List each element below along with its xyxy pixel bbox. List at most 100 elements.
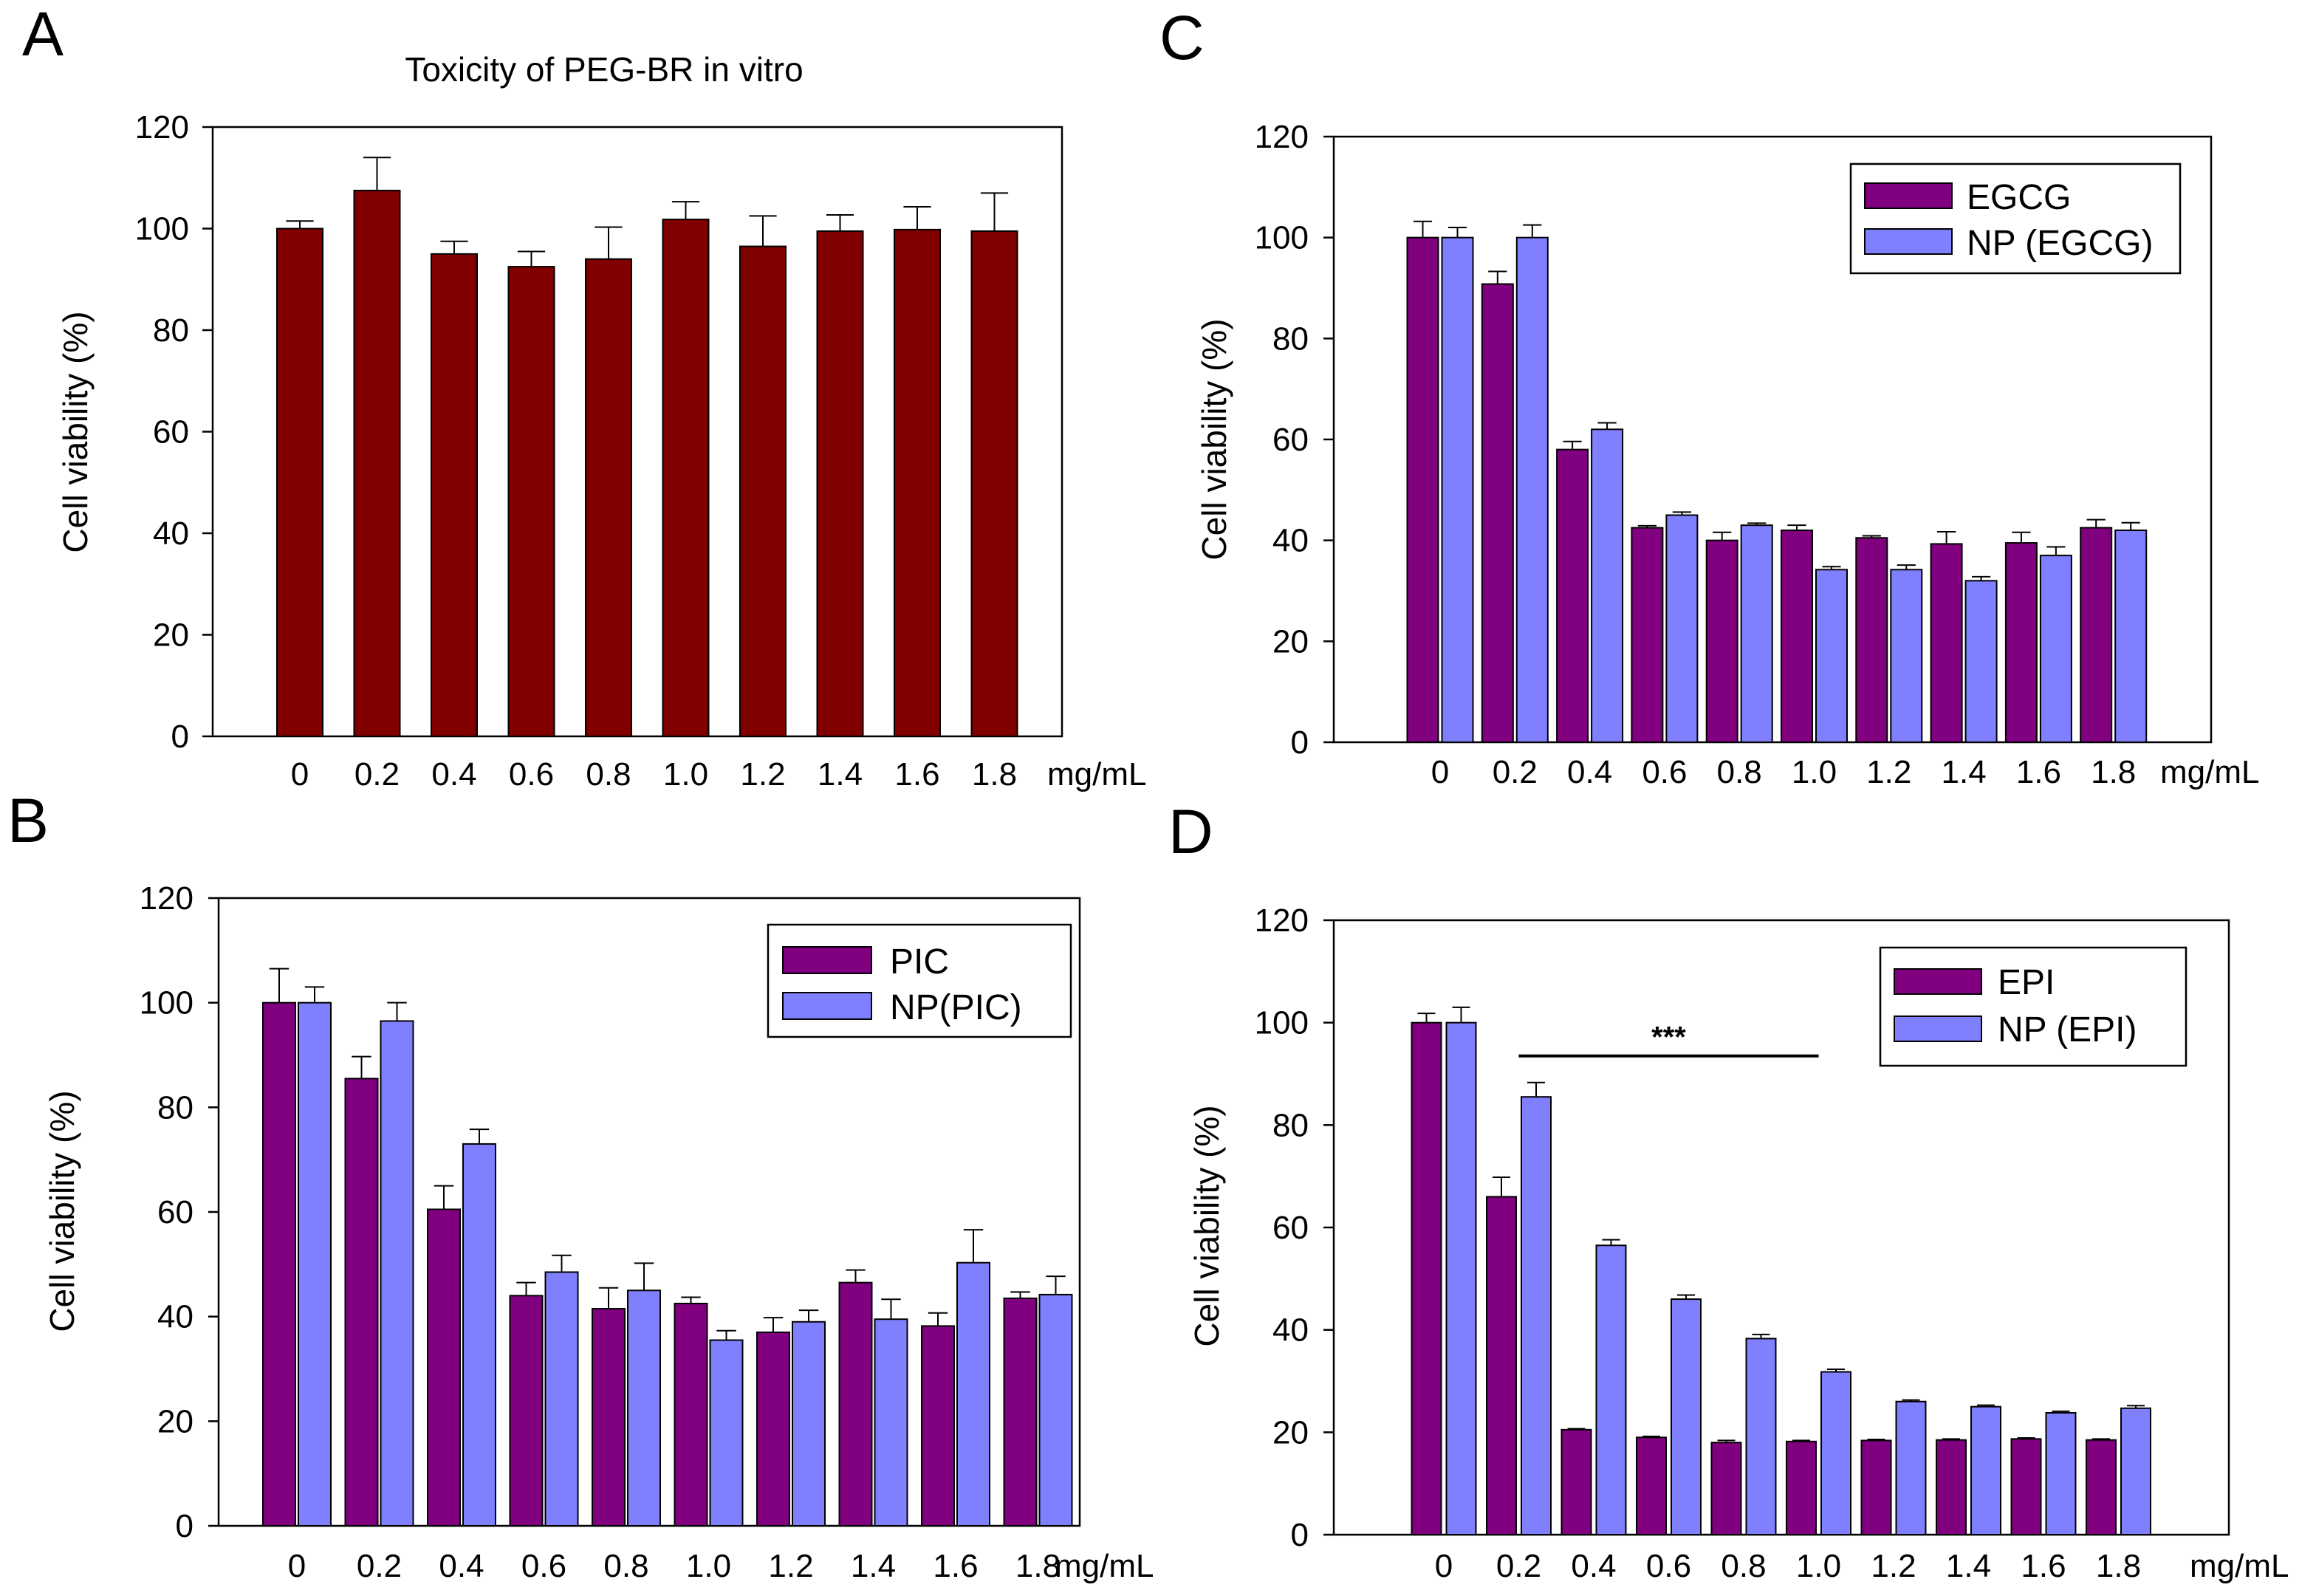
panel-a-bar: [970, 230, 1018, 737]
panel-c-bar: [1665, 514, 1699, 743]
panel-b-error-bar: [516, 1281, 536, 1296]
panel-c-y-tick-label: 20: [1272, 623, 1309, 660]
panel-c-x-tick-label: 0.2: [1493, 754, 1538, 790]
panel-d-legend-label-np-epi: NP (EPI): [1998, 1010, 2137, 1049]
panel-b-bar: [1003, 1297, 1038, 1527]
panel-d-error-bar: [1493, 1177, 1510, 1197]
panel-c-bar: [2039, 555, 2072, 744]
panel-a-error-bar: [517, 250, 546, 267]
panel-b-error-bar: [552, 1254, 572, 1273]
panel-b-bar: [462, 1143, 496, 1527]
panel-c-bar: [1481, 283, 1514, 743]
panel-a-error-bar: [826, 213, 854, 231]
panel-c-bar: [1855, 537, 1888, 743]
panel-b-y-tick-label: 0: [176, 1508, 193, 1544]
panel-d-bar: [2010, 1438, 2042, 1536]
panel-c-error-bar: [2046, 546, 2066, 556]
panel-b-error-bar: [598, 1287, 619, 1309]
panel-c-error-bar: [1523, 224, 1542, 238]
panel-c-y-tick-label: 60: [1272, 422, 1309, 458]
panel-d-error-bar: [1977, 1404, 1995, 1407]
panel-b-bar: [956, 1261, 990, 1527]
panel-a-y-tick-label: 120: [135, 109, 189, 145]
panel-d-legend-label-epi: EPI: [1998, 963, 2055, 1002]
panel-b-bar: [592, 1308, 626, 1527]
panel-d-y-axis-title: Cell viability (%): [1188, 1105, 1226, 1346]
panel-d-legend-box: [1879, 946, 2187, 1067]
panel-c-legend: EGCG NP (EGCG): [1849, 162, 2182, 275]
panel-a-x-tick-label: 0.2: [354, 756, 400, 792]
panel-b-y-tick-label: 20: [157, 1403, 193, 1439]
panel-b-y-tick-label: 80: [157, 1089, 193, 1126]
panel-d-legend-swatch-np-epi: [1894, 1016, 1982, 1042]
panel-c-bar: [1556, 448, 1589, 744]
panel-a-bar: [816, 230, 864, 737]
panel-c-bar: [1890, 569, 1923, 743]
panel-b-error-bar: [681, 1296, 701, 1304]
panel-c-y-axis-title: Cell viability (%): [1195, 318, 1233, 560]
panel-c-error-bar: [1672, 511, 1691, 516]
panel-d-error-bar: [1417, 1013, 1436, 1023]
panel-c: C 0 20 40 60 80 100 120 Cell viability (%) 0 0.…: [1159, 3, 2259, 790]
panel-a-x-tick-label: 0: [291, 756, 309, 792]
panel-a-error-bar: [286, 220, 314, 229]
panel-d-bar: [1820, 1371, 1851, 1536]
panel-a-y-tick-label: 60: [153, 414, 189, 451]
panel-b-x-tick-label: 1.6: [933, 1548, 978, 1584]
panel-a-error-bar: [749, 215, 777, 247]
panel-b-error-bar: [846, 1269, 866, 1283]
panel-a: A Toxicity of PEG-BR in vitro 0 20 40 60 80 1…: [22, 0, 1146, 792]
panel-c-x-tick-label: 0.4: [1567, 754, 1612, 790]
panel-c-error-bar: [1747, 522, 1767, 526]
panel-c-legend-label-np-egcg: NP (EGCG): [1967, 224, 2153, 263]
panel-c-bar: [2080, 527, 2113, 743]
panel-b-bar: [298, 1001, 332, 1527]
panel-d-error-bar: [2127, 1405, 2145, 1408]
panel-c-error-bar: [1787, 524, 1806, 530]
panel-d-y-tick-label: 20: [1272, 1414, 1309, 1451]
panel-c-legend-box: [1849, 162, 2182, 275]
panel-c-x-tick-label: 0: [1431, 754, 1449, 790]
panel-b-letter: B: [7, 786, 49, 855]
panel-c-legend-swatch-np-egcg: [1864, 228, 1953, 255]
panel-a-bar: [276, 227, 323, 737]
panel-b-x-unit: mg/mL: [1055, 1548, 1154, 1584]
panel-b-bar: [380, 1020, 414, 1527]
panel-b-x-tick-label: 1.8: [1015, 1548, 1061, 1584]
panel-c-letter: C: [1159, 3, 1205, 72]
panel-b-bar: [427, 1208, 461, 1527]
panel-b-error-bar: [634, 1262, 654, 1291]
panel-c-error-bar: [1897, 564, 1916, 570]
panel-d-error-bar: [2052, 1410, 2070, 1413]
panel-d-bar: [1936, 1439, 1967, 1535]
panel-d-bar: [1970, 1405, 2001, 1535]
panel-d-bar: [1786, 1440, 1817, 1536]
panel-c-error-bar: [1413, 220, 1433, 238]
panel-a-error-bar: [671, 201, 700, 220]
panel-a-bar: [662, 219, 710, 737]
panel-c-x-tick-label: 0.8: [1717, 754, 1762, 790]
panel-b-legend-swatch-np-pic: [782, 992, 872, 1020]
panel-d-x-tick-label: 0.2: [1496, 1548, 1541, 1584]
panel-d-bar: [1671, 1298, 1702, 1535]
panel-d-x-tick-label: 0.8: [1721, 1548, 1766, 1584]
panel-b-legend-swatch-pic: [782, 946, 872, 974]
panel-d-error-bar: [1752, 1333, 1770, 1339]
panel-a-error-bar: [980, 192, 1009, 231]
panel-a-letter: A: [22, 0, 64, 69]
panel-a-x-tick-label: 0.6: [509, 756, 554, 792]
panel-d-bar: [1411, 1021, 1442, 1535]
panel-d-x-tick-label: 0.4: [1571, 1548, 1616, 1584]
panel-a-y-tick-label: 40: [153, 516, 189, 552]
panel-a-bar: [507, 266, 555, 737]
panel-c-x-tick-label: 1.0: [1792, 754, 1837, 790]
panel-a-bar: [353, 189, 401, 737]
panel-d-y-tick-label: 80: [1272, 1107, 1309, 1143]
panel-a-error-bar: [595, 226, 623, 259]
panel-a-y-axis-title: Cell viability (%): [56, 311, 95, 552]
panel-d-x-tick-label: 0.6: [1646, 1548, 1691, 1584]
panel-b-error-bar: [1046, 1275, 1066, 1295]
panel-a-x-tick-label: 1.6: [894, 756, 939, 792]
panel-c-y-tick-label: 100: [1255, 220, 1309, 256]
